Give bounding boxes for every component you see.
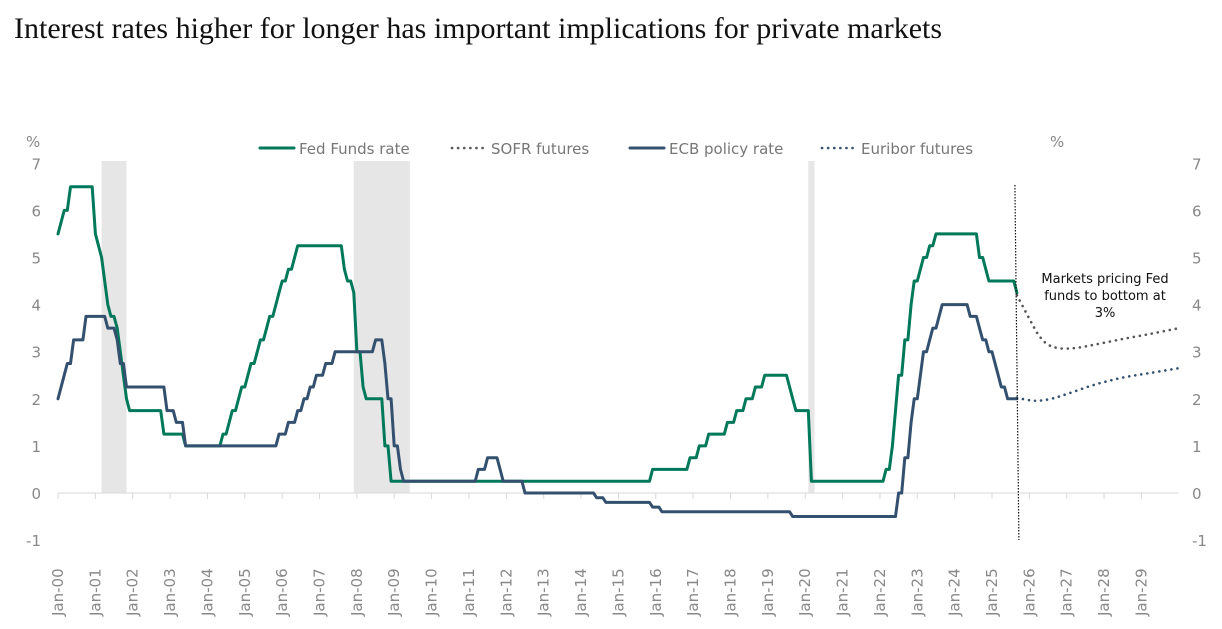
x-tick-label: Jan-14 <box>572 568 590 617</box>
y-tick-label-left: 6 <box>31 202 41 220</box>
x-tick-label: Jan-29 <box>1132 568 1150 617</box>
x-tick-label: Jan-03 <box>161 568 179 617</box>
x-tick-label: Jan-04 <box>198 568 216 617</box>
y-tick-label-right: 4 <box>1192 297 1202 315</box>
y-tick-label-right: -1 <box>1192 532 1207 550</box>
x-tick-label: Jan-05 <box>236 568 254 617</box>
y-axis-label-right: % <box>1050 133 1064 151</box>
legend-label: SOFR futures <box>491 140 589 158</box>
y-tick-label-left: 2 <box>31 391 41 409</box>
y-tick-label-left: 1 <box>31 438 41 456</box>
x-tick-label: Jan-16 <box>647 568 665 617</box>
y-tick-label-right: 0 <box>1192 485 1202 503</box>
x-tick-label: Jan-07 <box>311 568 329 617</box>
x-tick-label: Jan-11 <box>460 568 478 617</box>
x-tick-label: Jan-27 <box>1058 568 1076 617</box>
x-tick-label: Jan-08 <box>348 568 366 617</box>
x-tick-label: Jan-22 <box>871 568 889 617</box>
x-tick-label: Jan-13 <box>535 568 553 617</box>
y-tick-label-left: 7 <box>31 155 41 173</box>
forecast-divider-line <box>1014 184 1020 541</box>
legend-label: Euribor futures <box>861 140 973 158</box>
x-tick-label: Jan-25 <box>983 568 1001 617</box>
x-tick-label: Jan-09 <box>385 568 403 617</box>
x-tick-label: Jan-00 <box>49 568 67 617</box>
x-tick-label: Jan-06 <box>273 568 291 617</box>
x-tick-label: Jan-15 <box>609 568 627 617</box>
y-axis-label-left: % <box>26 133 40 151</box>
recession-band <box>353 161 410 493</box>
x-tick-label: Jan-12 <box>497 568 515 617</box>
y-tick-label-right: 3 <box>1192 344 1202 362</box>
y-tick-label-left: 0 <box>31 485 41 503</box>
series-line-fed-funds-rate <box>56 185 1019 483</box>
x-tick-label: Jan-02 <box>124 568 142 617</box>
series-line-sofr-futures <box>1015 293 1181 350</box>
legend-label: ECB policy rate <box>669 140 783 158</box>
y-tick-label-right: 7 <box>1192 155 1202 173</box>
x-tick-label: Jan-19 <box>759 568 777 617</box>
x-tick-label: Jan-24 <box>946 568 964 617</box>
y-tick-label-left: 5 <box>31 250 41 268</box>
recession-band <box>808 161 815 493</box>
x-tick-label: Jan-26 <box>1020 568 1038 617</box>
y-tick-label-right: 1 <box>1192 438 1202 456</box>
y-tick-label-right: 6 <box>1192 202 1202 220</box>
series-line-euribor-futures <box>1015 366 1181 403</box>
legend-label: Fed Funds rate <box>299 140 410 158</box>
x-tick-label: Jan-23 <box>908 568 926 617</box>
x-tick-label: Jan-21 <box>834 568 852 617</box>
y-tick-label-right: 2 <box>1192 391 1202 409</box>
page-title: Interest rates higher for longer has imp… <box>14 12 943 45</box>
x-tick-label: Jan-01 <box>86 568 104 617</box>
y-tick-label-left: 4 <box>31 297 41 315</box>
x-tick-label: Jan-20 <box>796 568 814 617</box>
x-tick-label: Jan-17 <box>684 568 702 617</box>
x-tick-label: Jan-28 <box>1095 568 1113 617</box>
x-tick-label: Jan-18 <box>721 568 739 617</box>
series-line-ecb-policy-rate <box>56 303 1019 518</box>
annotation-text: Markets pricing Fed funds to bottom at 3% <box>1041 272 1168 321</box>
y-tick-label-right: 5 <box>1192 250 1202 268</box>
y-tick-label-left: -1 <box>26 532 41 550</box>
x-tick-label: Jan-10 <box>423 568 441 617</box>
y-tick-label-left: 3 <box>31 344 41 362</box>
